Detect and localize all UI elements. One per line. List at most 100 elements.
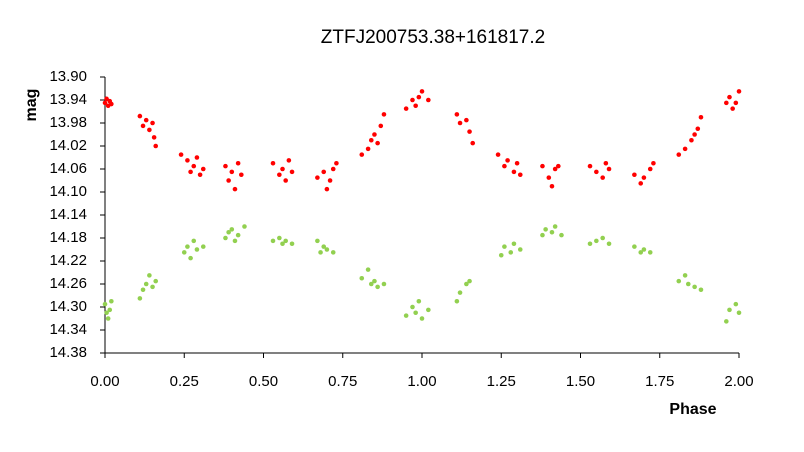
point: [587, 241, 593, 247]
point: [102, 301, 108, 307]
point: [676, 152, 682, 157]
point: [185, 244, 190, 249]
point: [289, 169, 295, 175]
y-tick-label: 14.18: [49, 229, 87, 246]
point: [200, 244, 206, 249]
point: [280, 241, 285, 247]
y-tick-label: 14.30: [49, 298, 87, 315]
point: [647, 250, 653, 255]
point: [150, 284, 155, 290]
point: [151, 135, 157, 140]
point: [321, 169, 327, 175]
chart-title: ZTFJ200753.38+161817.2: [321, 27, 545, 48]
point: [137, 296, 143, 301]
point: [239, 172, 244, 178]
point: [368, 137, 374, 143]
point: [641, 247, 647, 252]
point: [594, 238, 599, 244]
x-tick-label: 1.75: [645, 373, 674, 390]
point: [508, 250, 514, 255]
point: [736, 89, 742, 94]
x-tick-label: 0.00: [90, 373, 119, 390]
x-tick-label: 1.50: [566, 373, 595, 390]
y-tick-label: 14.06: [49, 160, 87, 177]
point: [188, 169, 193, 175]
point: [289, 241, 295, 247]
point: [232, 238, 238, 244]
point: [286, 158, 292, 163]
point: [226, 178, 231, 183]
point: [724, 319, 729, 324]
point: [143, 117, 149, 123]
point: [410, 97, 415, 103]
point: [137, 113, 143, 119]
point: [498, 252, 504, 258]
point: [464, 281, 469, 287]
point: [454, 298, 460, 304]
point: [200, 166, 206, 172]
point: [505, 158, 510, 163]
y-tick-label: 13.90: [49, 68, 87, 85]
point: [594, 169, 599, 175]
point: [546, 175, 552, 180]
point: [315, 238, 320, 244]
point: [426, 97, 431, 103]
point: [109, 298, 114, 304]
point: [502, 163, 507, 169]
point: [324, 186, 330, 192]
point: [235, 160, 241, 166]
point: [647, 166, 653, 172]
point: [330, 166, 336, 172]
y-tick-label: 14.34: [49, 321, 87, 338]
point: [104, 96, 109, 102]
point: [736, 310, 742, 316]
point: [517, 172, 523, 178]
point: [318, 250, 323, 255]
point: [495, 152, 501, 157]
point: [556, 163, 561, 169]
point: [330, 250, 336, 255]
point: [283, 178, 288, 183]
point: [692, 284, 697, 290]
point: [540, 232, 545, 238]
point: [226, 229, 231, 235]
point: [730, 106, 735, 111]
point: [147, 273, 152, 278]
point: [153, 143, 159, 149]
y-tick-label: 14.26: [49, 275, 87, 292]
point: [413, 103, 418, 109]
point: [676, 278, 682, 284]
point: [191, 163, 197, 169]
point: [381, 281, 387, 287]
point: [229, 227, 235, 232]
y-tick-label: 14.22: [49, 252, 87, 269]
x-tick-label: 0.50: [249, 373, 278, 390]
point: [327, 178, 333, 183]
point: [277, 235, 282, 241]
point: [733, 100, 739, 106]
point: [419, 89, 425, 94]
point: [685, 281, 691, 287]
point: [698, 287, 704, 293]
point: [375, 284, 380, 290]
point: [632, 172, 637, 178]
point: [692, 132, 697, 137]
point: [178, 152, 184, 157]
point: [410, 304, 415, 310]
point: [549, 229, 555, 235]
point: [229, 169, 235, 175]
point: [270, 160, 276, 166]
point: [606, 166, 612, 172]
point: [232, 186, 238, 192]
point: [502, 244, 507, 249]
point: [185, 158, 190, 163]
point: [270, 238, 276, 244]
point: [638, 250, 644, 255]
point: [109, 101, 114, 107]
point: [682, 146, 688, 152]
point: [365, 146, 371, 152]
y-tick-label: 14.14: [49, 206, 87, 223]
point: [194, 155, 200, 160]
point: [321, 244, 327, 249]
point: [600, 235, 605, 241]
